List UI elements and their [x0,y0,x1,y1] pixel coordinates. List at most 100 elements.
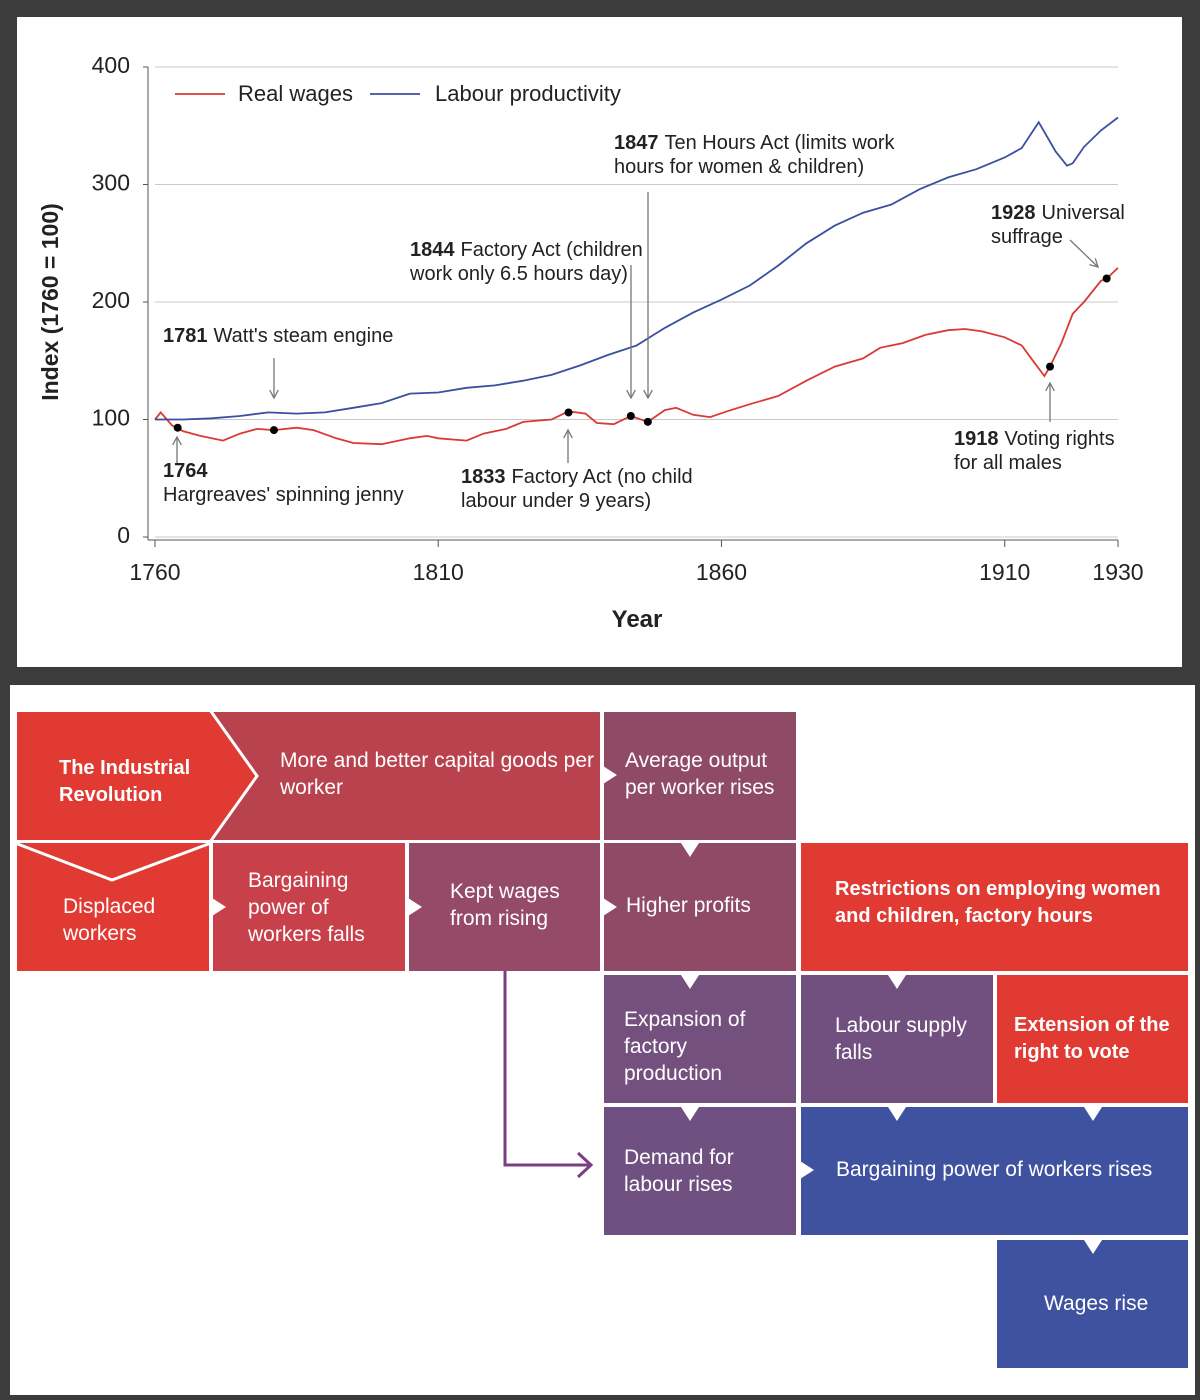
arrow-head [1084,1240,1102,1254]
node-label: More and better capital goods per worker [280,749,595,799]
x-axis-label: Year [612,606,663,633]
annotation-year: 1764 [163,460,208,482]
annotation-line: Factory Act (children [461,239,643,261]
arrow-head [603,766,617,784]
annotation-text: 1781 Watt's steam engine [163,325,393,347]
annotation-year: 1928 [991,202,1036,224]
annotation-arrow-head [626,389,636,400]
annotation-arrow-head [1089,258,1099,268]
arrow-head [681,843,699,857]
box [801,1107,1188,1235]
arrow-head [212,898,226,916]
node-label: The Industrial Revolution [59,757,191,806]
annotation-point [1102,274,1111,283]
annotation-line: work only 6.5 hours day) [409,263,628,285]
node-label: Higher profits [626,894,751,917]
node-label: Wages rise [1044,1292,1149,1315]
x-tick-label: 1810 [413,559,464,585]
annotation-arrow-head [269,389,279,400]
annotation-text: 1833 Factory Act (no child labour under 9 … [461,466,693,512]
x-tick-label: 1760 [129,559,180,585]
arrow-head [888,1107,906,1121]
box [604,1107,796,1235]
annotation-point [1046,362,1055,371]
connector-head [576,1151,594,1179]
chart-panel [17,17,1182,667]
y-tick-label: 100 [92,405,130,431]
box [17,712,257,840]
annotation-line: Factory Act (no child [512,466,693,488]
arrow-head [888,975,906,989]
node-label: Labour supply falls [835,1014,967,1064]
annotation-line: Ten Hours Act (limits work [665,132,896,154]
annotation-line: for all males [954,452,1062,474]
x-tick-label: 1910 [979,559,1030,585]
annotation-line: Voting rights [1005,428,1115,450]
chevron [208,709,259,843]
annotation-arrow [1069,239,1099,268]
arrow-head [800,1161,814,1179]
annotation-arrow-head [1045,381,1055,392]
annotation-point [626,411,635,420]
annotation-text: 1928 Universal suffrage [991,202,1125,248]
box [997,975,1188,1103]
box [604,975,796,1103]
arrow-head [681,975,699,989]
x-tick-label: 1860 [696,559,747,585]
legend-label: Labour productivity [435,81,621,106]
node-label: Extension of the right to vote [1014,1014,1170,1063]
box [409,843,600,971]
node-label: Restrictions on employing women and chil… [835,878,1161,927]
annotation-arrow-head [172,435,182,446]
annotation-text: 1918 Voting rights for all males [954,428,1115,474]
annotation-arrow-head [643,389,653,400]
y-tick-label: 400 [92,52,130,78]
y-tick-label: 0 [117,522,130,548]
series-line [155,116,1119,421]
arrow-head [681,1107,699,1121]
arrow-head [1084,1107,1102,1121]
chart: Index (1760 = 100) Year 0 100 200 300 400 176… [37,52,1144,633]
arrow-head [603,898,617,916]
box [604,843,796,971]
node-label: Bargaining power of workers falls [248,869,365,946]
y-tick-label: 200 [92,287,130,313]
box [213,843,405,971]
legend-label: Real wages [238,81,353,106]
node-label: Bargaining power of workers rises [836,1158,1153,1181]
annotation-line: Universal [1042,202,1125,224]
annotation-year: 1847 [614,132,659,154]
annotation-year: 1781 [163,325,208,347]
box [213,712,600,840]
annotation-year: 1844 [410,239,455,261]
box [604,712,796,840]
annotation-text: 1847 Ten Hours Act (limits work hours for … [614,132,896,178]
node-label: Average output per worker rises [625,749,775,799]
arrow-head [408,898,422,916]
annotation-point [564,408,573,417]
annotation-year: 1918 [954,428,999,450]
annotation-text: 1764 Hargreaves' spinning jenny [163,460,404,506]
chevron [14,841,212,882]
annotation-line: labour under 9 years) [461,490,651,512]
box [801,843,1188,971]
annotation-point [173,423,182,432]
node-label: Displaced workers [63,895,156,945]
annotation-arrow-head [563,428,573,439]
annotation-year: 1833 [461,466,506,488]
connector [503,971,590,1167]
node-label: Expansion of factory production [624,1008,746,1085]
annotation-point [643,417,652,426]
y-tick-label: 300 [92,170,130,196]
box [17,843,209,971]
y-axis-label: Index (1760 = 100) [37,203,63,401]
x-tick-label: 1930 [1092,559,1143,585]
node-label: Kept wages from rising [450,880,560,930]
box [801,975,993,1103]
annotation-line: hours for women & children) [614,156,864,178]
annotation-line: Watt's steam engine [214,325,394,347]
annotation-line: Hargreaves' spinning jenny [163,484,404,506]
diagram [14,709,1188,1368]
